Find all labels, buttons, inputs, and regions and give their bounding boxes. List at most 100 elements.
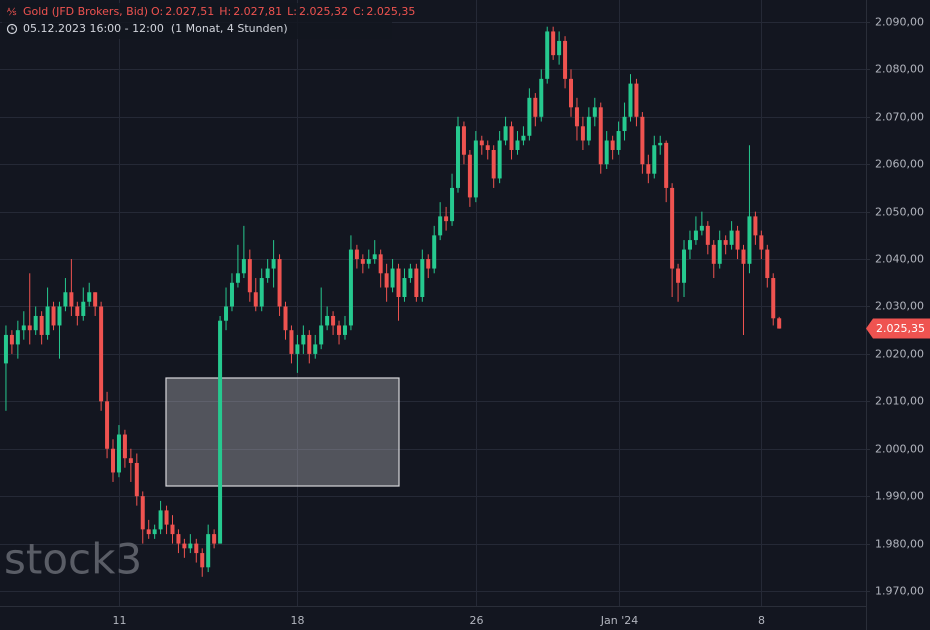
candle-body — [259, 278, 264, 307]
header: ⅍ Gold (JFD Brokers, Bid) O: 2.027,51 H: 2.0… — [6, 5, 415, 35]
y-tick-label: 2.060,00 — [875, 158, 924, 171]
y-tick-label: 2.070,00 — [875, 111, 924, 124]
candle-body — [122, 434, 127, 459]
candle-body — [27, 325, 32, 331]
candle-body — [176, 534, 181, 544]
candle-body — [313, 344, 318, 354]
time-range: 05.12.2023 16:00 - 12:00 — [23, 22, 164, 35]
candle-body — [777, 318, 782, 329]
candle-body — [116, 434, 121, 473]
candle-body — [325, 315, 330, 326]
candles — [3, 26, 782, 577]
x-tick-label: 18 — [291, 614, 305, 627]
candle-body — [717, 240, 722, 264]
candle-body — [105, 401, 110, 449]
candle-body — [75, 306, 80, 316]
x-tick-label: Jan '24 — [600, 614, 638, 627]
candle-body — [687, 240, 692, 250]
candle-body — [348, 249, 353, 326]
candle-body — [277, 259, 282, 307]
ohlc-key: C: — [353, 5, 364, 18]
candle-body — [574, 107, 579, 127]
candle-body — [271, 259, 276, 269]
candle-body — [152, 529, 157, 535]
candle-body — [140, 496, 145, 530]
candle-body — [491, 149, 496, 179]
candle-body — [182, 543, 187, 549]
candle-body — [771, 278, 776, 319]
candle-body — [337, 325, 342, 335]
candle-body — [307, 334, 312, 354]
candle-body — [539, 78, 544, 117]
candle-body — [9, 334, 14, 345]
candle-body — [723, 240, 728, 245]
candle-body — [408, 268, 413, 279]
candle-body — [331, 315, 336, 326]
candle-body — [51, 306, 56, 326]
candle-body — [551, 31, 556, 56]
candle-body — [592, 107, 597, 117]
candle-body — [414, 268, 419, 298]
y-tick-label: 2.090,00 — [875, 16, 924, 29]
y-tick-label: 2.040,00 — [875, 253, 924, 266]
candle-body — [342, 325, 347, 335]
candle-body — [682, 249, 687, 283]
candle-body — [111, 448, 116, 473]
candle-body — [218, 320, 223, 544]
candle-body — [557, 40, 562, 56]
candle-body — [360, 259, 365, 264]
candle-body — [503, 126, 508, 141]
candle-body — [616, 131, 621, 150]
candle-body — [229, 282, 234, 307]
candle-body — [634, 83, 639, 117]
candle-body — [438, 216, 443, 236]
candle-body — [509, 126, 514, 150]
y-tick-label: 2.020,00 — [875, 348, 924, 361]
candle-body — [670, 187, 675, 269]
candle-body — [134, 462, 139, 497]
candle-body — [741, 249, 746, 264]
y-tick-label: 2.000,00 — [875, 443, 924, 456]
candle-body — [164, 510, 169, 525]
candle-body — [378, 254, 383, 274]
candle-body — [563, 40, 568, 79]
candle-body — [515, 140, 520, 150]
candle-body — [729, 230, 734, 245]
candle-body — [295, 344, 300, 354]
candle-body — [735, 230, 740, 250]
ohlc-key: H: — [219, 5, 231, 18]
candle-body — [765, 249, 770, 279]
candle-body — [396, 268, 401, 298]
header-background — [2, 3, 392, 39]
candle-body — [622, 116, 627, 132]
candle-body — [444, 216, 449, 222]
candle-body — [235, 273, 240, 283]
candle-body — [640, 116, 645, 165]
y-tick-label: 2.050,00 — [875, 206, 924, 219]
candle-body — [170, 524, 175, 535]
drawn-rectangle[interactable] — [165, 377, 400, 487]
candle-body — [354, 249, 359, 260]
candle-body — [390, 268, 395, 288]
candle-body — [33, 315, 38, 331]
clock-hands — [11, 26, 14, 30]
candle-body — [759, 235, 764, 250]
candle-body — [194, 543, 199, 554]
y-tick-label: 1.970,00 — [875, 585, 924, 598]
candle-body — [467, 154, 472, 198]
watermark: stock3 — [4, 535, 142, 584]
candle-body — [455, 126, 460, 188]
candle-body — [545, 31, 550, 79]
candle-body — [57, 306, 62, 326]
candle-body — [93, 292, 98, 307]
candle-body — [747, 216, 752, 264]
candle-body — [598, 107, 603, 165]
candle-body — [253, 292, 258, 307]
x-tick-label: 11 — [113, 614, 127, 627]
candle-body — [99, 306, 104, 402]
candle-body — [384, 273, 389, 288]
candle-body — [146, 529, 151, 535]
candle-body — [699, 225, 704, 231]
candle-body — [21, 325, 26, 331]
